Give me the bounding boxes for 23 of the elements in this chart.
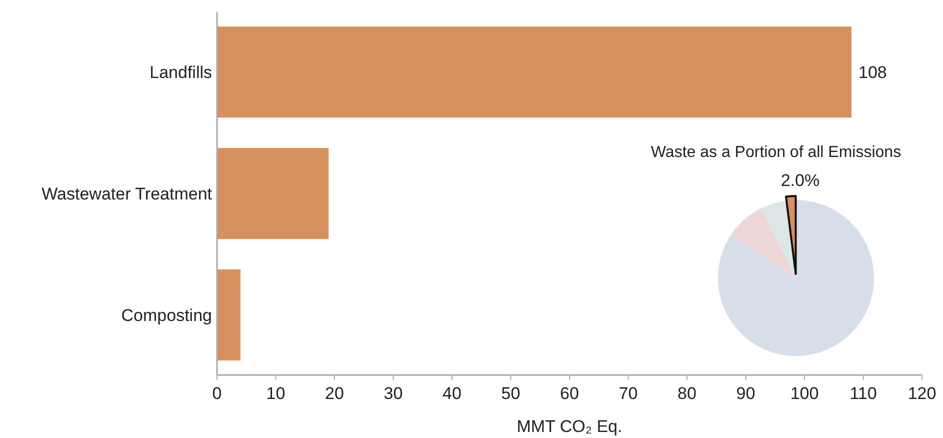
y-tick-label: Landfills (150, 63, 212, 82)
x-tick-label: 0 (212, 384, 222, 403)
x-tick-label: 110 (850, 384, 877, 403)
x-axis-title: MMT CO₂ Eq. (516, 417, 622, 436)
data-label: 2.0% (780, 171, 820, 190)
bar (217, 26, 852, 118)
x-tick-label: 60 (560, 384, 579, 403)
bar (217, 148, 329, 240)
x-tick-label: 30 (384, 384, 403, 403)
x-tick-label: 50 (501, 384, 520, 403)
y-tick-label: Wastewater Treatment (42, 184, 212, 204)
x-tick-label: 120 (908, 384, 936, 403)
x-tick-label: 10 (266, 384, 286, 403)
chart-title: Waste as a Portion of all Emissions (650, 144, 902, 161)
data-label: 108 (858, 63, 887, 82)
x-tick-label: 100 (790, 384, 819, 403)
x-tick-label: 80 (678, 384, 696, 403)
y-tick-label: Composting (121, 306, 212, 325)
x-tick-label: 20 (325, 384, 344, 403)
x-tick-label: 40 (442, 384, 462, 403)
x-tick-label: 70 (618, 384, 638, 403)
x-tick-label: 90 (736, 384, 756, 403)
bar (217, 269, 240, 360)
